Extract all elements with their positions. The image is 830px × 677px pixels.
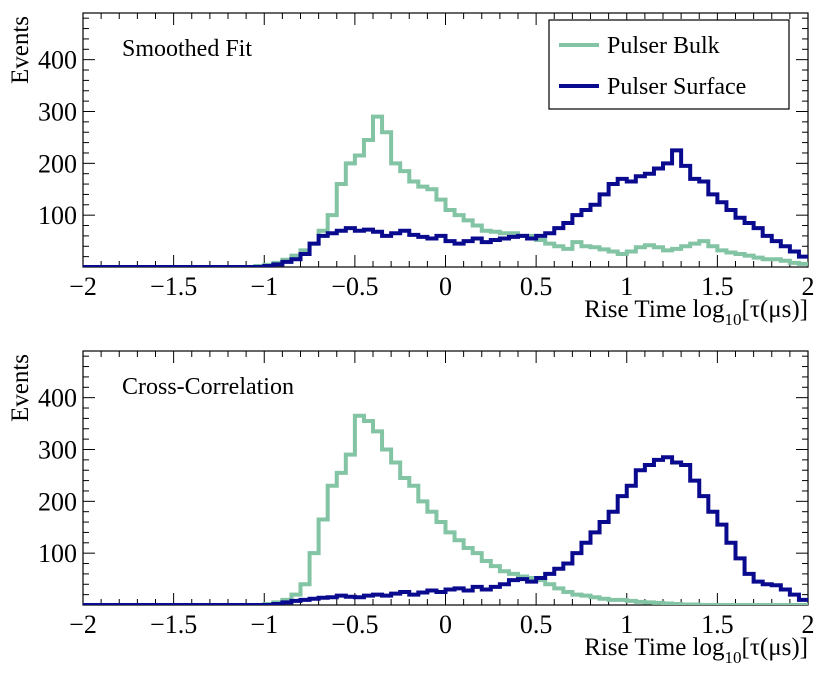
y-tick-label: 200	[38, 149, 77, 178]
y-tick-label: 400	[38, 384, 77, 413]
x-tick-label: 1	[620, 610, 633, 639]
x-tick-label: 2	[802, 610, 815, 639]
legend-label: Pulser Surface	[607, 74, 746, 100]
x-tick-label: −2	[69, 272, 97, 301]
x-tick-label: 0	[439, 610, 452, 639]
x-tick-label: −1.5	[150, 272, 197, 301]
x-tick-label: 1.5	[701, 272, 734, 301]
histogram-pulser-bulk	[83, 114, 808, 267]
histogram-pulser-bulk	[83, 413, 808, 605]
x-tick-label: 1.5	[701, 610, 734, 639]
x-tick-label: 0.5	[520, 610, 553, 639]
x-axis-title: Rise Time log10[τ(μs)]	[584, 634, 808, 667]
x-tick-label: 2	[802, 272, 815, 301]
x-tick-label: −1	[250, 272, 278, 301]
x-tick-label: 0	[439, 272, 452, 301]
y-axis-ticks	[83, 355, 808, 596]
panel-annotation: Smoothed Fit	[122, 36, 252, 62]
panel-annotation: Cross-Correlation	[122, 374, 294, 400]
legend-label: Pulser Bulk	[607, 33, 720, 59]
x-tick-label: −1	[250, 610, 278, 639]
x-axis-title: Rise Time log10[τ(μs)]	[584, 296, 808, 329]
x-tick-label: −0.5	[331, 272, 378, 301]
y-tick-label: 100	[38, 539, 77, 568]
y-axis-title: Events	[7, 354, 34, 422]
x-tick-label: 0.5	[520, 272, 553, 301]
legend-box	[548, 19, 790, 110]
x-tick-label: −1.5	[150, 610, 197, 639]
legend: Pulser Bulk Pulser Surface	[548, 19, 790, 110]
histogram-pulser-surface	[83, 455, 808, 605]
y-axis-ticks	[83, 17, 808, 258]
x-tick-label: 1	[620, 272, 633, 301]
histogram-pulser-surface	[83, 148, 808, 267]
y-tick-label: 300	[38, 97, 77, 126]
y-tick-label: 300	[38, 435, 77, 464]
y-axis-title: Events	[7, 16, 34, 84]
y-tick-label: 200	[38, 487, 77, 516]
x-tick-label: −0.5	[331, 610, 378, 639]
y-tick-label: 100	[38, 201, 77, 230]
y-tick-label: 400	[38, 46, 77, 75]
x-tick-label: −2	[69, 610, 97, 639]
x-axis-ticks	[82, 13, 809, 267]
